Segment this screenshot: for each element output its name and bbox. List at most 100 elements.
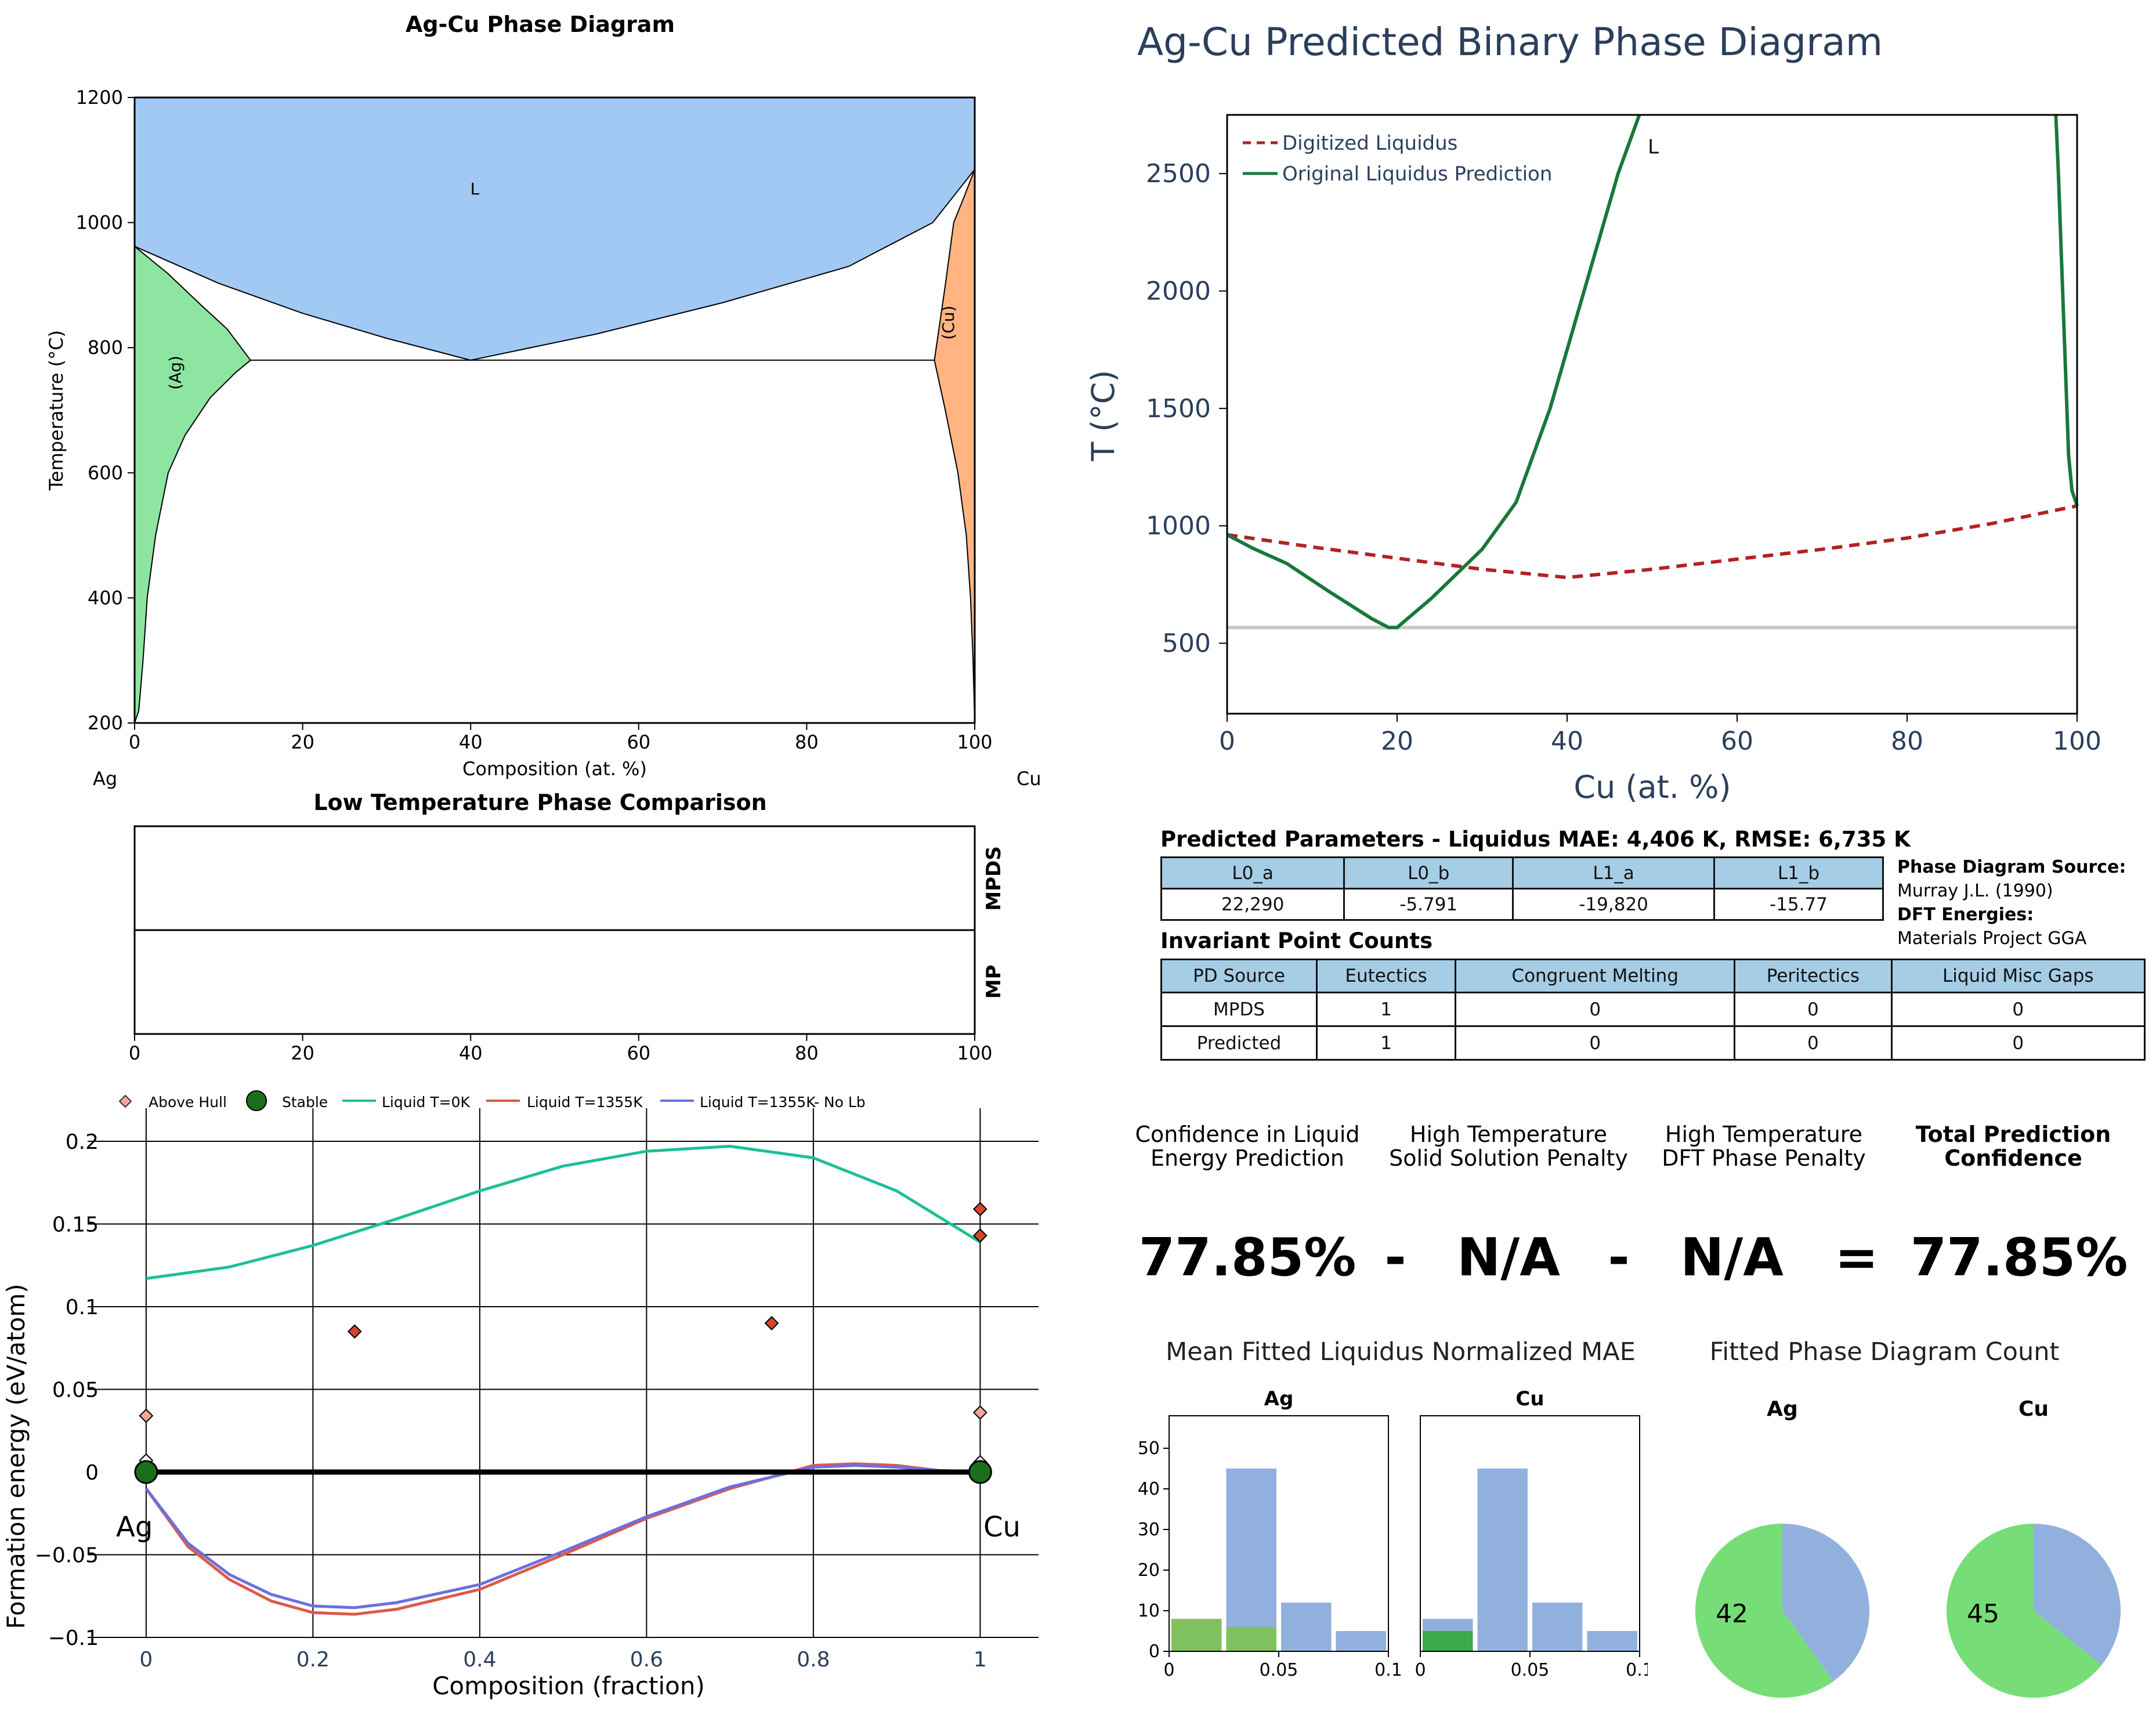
mae-histograms-chart: Mean Fitted Liquidus Normalized MAE Ag0 0… — [1138, 1337, 1648, 1680]
low-temp-xtick-label: 60 — [627, 1042, 650, 1064]
predicted-original-liquidus-0 — [1226, 114, 1641, 630]
invariant-header-eutectics: Eutectics — [1316, 959, 1457, 993]
confidence-header-ss-line1: High Temperature — [1409, 1122, 1608, 1147]
pd-yticks: 200 400 600 800 1000 1200 — [76, 86, 135, 734]
confidence-header-liquid: Confidence in Liquid Energy Prediction — [1128, 1123, 1366, 1170]
fe-yticks: −0.1 −0.05 0 0.05 0.1 0.15 0.2 — [35, 1130, 99, 1650]
phase-diagram-title: Ag-Cu Phase Diagram — [406, 12, 675, 37]
fe-ytick-label: −0.05 — [35, 1544, 99, 1568]
predicted-phase-diagram-chart: Ag-Cu Predicted Binary Phase Diagram 0 20… — [1085, 20, 2101, 805]
fe-xticks: 0 0.2 0.4 0.6 0.8 1 — [139, 1648, 986, 1672]
params-title: Predicted Parameters - Liquidus MAE: 4,4… — [1160, 827, 1911, 852]
predicted-original-liquidus-1 — [2054, 114, 2079, 507]
legend-above-hull-marker — [118, 1094, 132, 1108]
predicted-y-axis-label: T (°C) — [1085, 370, 1122, 462]
fe-xtick-label: 0.2 — [296, 1648, 330, 1672]
invariant-cell: Predicted — [1160, 1025, 1318, 1061]
predicted-xticks: 0 20 40 60 80 100 — [1219, 714, 2101, 756]
mae-panel-frame — [1169, 1415, 1389, 1652]
legend-liquid-nolb-label: Liquid T=1355K- No Lb — [700, 1094, 866, 1111]
predicted-ytick-label: 2500 — [1146, 159, 1211, 189]
mae-bar-blue — [1336, 1631, 1386, 1651]
confidence-value-solid-solution: N/A — [1457, 1227, 1560, 1288]
legend-liquid-1355k-label: Liquid T=1355K — [527, 1094, 643, 1111]
fe-liquid-0k-curve — [146, 1144, 981, 1280]
confidence-header-solid-solution: High Temperature Solid Solution Penalty — [1381, 1123, 1636, 1170]
low-temp-xtick-label: 100 — [957, 1042, 992, 1064]
pd-region-labels: L (Ag) (Cu) — [166, 179, 958, 390]
mae-panel-title: Ag — [1264, 1387, 1294, 1411]
fe-ytick-label: −0.1 — [48, 1626, 99, 1650]
mae-panels: Ag 0 0.05 0.1 0 10 20 30 40 50 Cu 0 0.05 0.1 — [1138, 1387, 1648, 1680]
confidence-operator-2: - — [1608, 1227, 1630, 1288]
params-header-row: L0_a L0_b L1_a L1_b — [1160, 856, 1884, 889]
mae-xtick-label: 0.05 — [1260, 1660, 1298, 1680]
invariant-cell: 0 — [1455, 992, 1736, 1027]
confidence-header-total-line2: Confidence — [1944, 1145, 2082, 1171]
confidence-operator-1: - — [1384, 1227, 1406, 1288]
mae-xtick-label: 0.1 — [1374, 1660, 1402, 1680]
param-header-l0a: L0_a — [1160, 856, 1345, 889]
pd-source-value: Murray J.L. (1990) — [1897, 881, 2053, 901]
invariant-header-congruent: Congruent Melting — [1455, 959, 1736, 993]
pd-ytick-label: 600 — [88, 462, 123, 484]
fe-ytick-label: 0.15 — [52, 1213, 99, 1237]
fe-ytick-label: 0.1 — [66, 1296, 99, 1319]
mae-panel-title: Cu — [1515, 1387, 1544, 1411]
fe-above-hull-point — [972, 1202, 987, 1217]
pd-plot-frame — [133, 96, 976, 724]
predicted-ytick-label: 1500 — [1146, 394, 1211, 424]
pie-panels: Ag 42 Cu 45 — [1695, 1397, 2121, 1698]
pie-slice-green — [1947, 1524, 2102, 1698]
invariant-cell: 0 — [1734, 992, 1893, 1027]
dft-energies-value: Materials Project GGA — [1897, 928, 2087, 949]
invariant-cell: 1 — [1316, 992, 1457, 1027]
fe-liquid-nolb-curve — [144, 1464, 981, 1610]
mae-bar-green — [1226, 1627, 1276, 1651]
mae-ytick-label: 0 — [1149, 1641, 1160, 1662]
pie-slice-blue — [2034, 1524, 2121, 1665]
pd-xtick-label: 80 — [795, 731, 819, 753]
predicted-xtick-label: 60 — [1721, 726, 1753, 756]
predicted-xtick-label: 80 — [1891, 726, 1923, 756]
phase-diagram-chart: Ag-Cu Phase Diagram L (Ag) (Cu) 0 20 40 60 80 1… — [45, 12, 1041, 790]
low-temp-comparison-chart: Low Temperature Phase Comparison MPDS MP… — [129, 790, 1005, 1064]
fe-above-hull-point — [347, 1324, 362, 1339]
low-temp-xtick-label: 40 — [459, 1042, 483, 1064]
confidence-header-total-line1: Total Prediction — [1915, 1122, 2111, 1147]
confidence-value-liquid: 77.85% — [1138, 1227, 1356, 1288]
invariant-header-row: PD Source Eutectics Congruent Melting Pe… — [1160, 959, 2146, 993]
invariant-header-misc-gaps: Liquid Misc Gaps — [1890, 959, 2146, 993]
invariant-cell: 0 — [1455, 1025, 1736, 1061]
param-value-l1a: -19,820 — [1512, 888, 1715, 921]
low-temp-xtick-label: 20 — [291, 1042, 314, 1064]
pie-panel-title: Cu — [2018, 1397, 2049, 1421]
pd-xtick-label: 40 — [459, 731, 483, 753]
legend-stable-label: Stable — [282, 1094, 328, 1111]
pie-panel-title: Ag — [1767, 1397, 1798, 1421]
fe-xtick-label: 0.4 — [463, 1648, 496, 1672]
invariant-cell: 0 — [1890, 1025, 2146, 1061]
fe-x-axis-label: Composition (fraction) — [432, 1672, 705, 1700]
fe-ytick-label: 0.05 — [52, 1379, 99, 1402]
pd-region-1 — [134, 245, 252, 724]
confidence-value-dft-phase: N/A — [1680, 1227, 1784, 1288]
params-table: L0_a L0_b L1_a L1_b 22,290 -5.791 -19,82… — [1160, 856, 1884, 921]
low-temp-row-mpds: MPDS — [982, 846, 1005, 910]
predicted-xtick-label: 20 — [1381, 726, 1413, 756]
mae-xtick-label: 0 — [1415, 1660, 1426, 1680]
invariant-cell: 1 — [1316, 1025, 1457, 1061]
mae-bar-blue — [1532, 1603, 1583, 1651]
low-temp-xtick-label: 80 — [795, 1042, 819, 1064]
fe-curves — [144, 1144, 981, 1616]
low-temp-title: Low Temperature Phase Comparison — [313, 790, 766, 815]
fe-xtick-label: 0.6 — [630, 1648, 663, 1672]
pd-region-2 — [934, 169, 975, 724]
fe-liquid-1355k-curve — [144, 1462, 981, 1616]
pie-count-label: 42 — [1716, 1599, 1748, 1629]
predicted-ytick-label: 500 — [1162, 629, 1211, 659]
confidence-header-liquid-line2: Energy Prediction — [1151, 1145, 1344, 1171]
fe-above-hull-point — [972, 1405, 987, 1420]
mae-ytick-label: 40 — [1138, 1479, 1160, 1499]
invariant-row-predicted: Predicted 1 0 0 0 — [1160, 1025, 2146, 1061]
